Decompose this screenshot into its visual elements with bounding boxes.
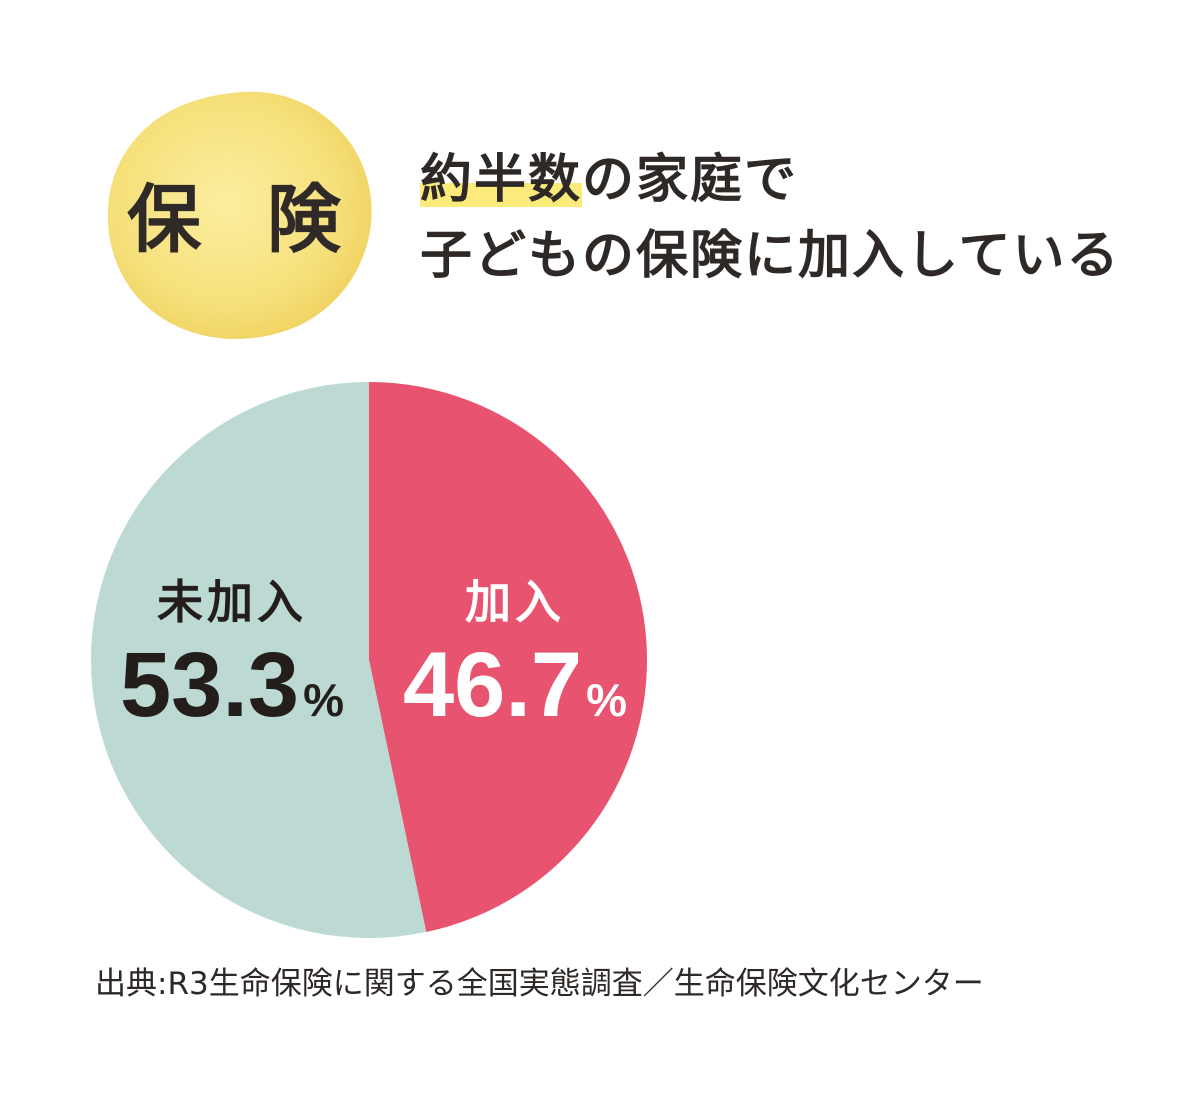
- slice-value-0: 46.7%: [403, 634, 627, 736]
- badge-blob-shape: [107, 91, 372, 339]
- badge-label: 保 険: [127, 176, 361, 263]
- headline-line-1-rest: の家庭で: [582, 150, 799, 210]
- headline: 約半数の家庭で 子どもの保険に加入している: [420, 142, 1120, 294]
- headline-line-2: 子どもの保険に加入している: [420, 226, 1121, 286]
- pie-slices: [90, 382, 647, 938]
- pie-slice-0: [369, 382, 647, 933]
- slice-value-1: 53.3%: [120, 634, 344, 736]
- source-note: 出典:R3生命保険に関する全国実態調査／生命保険文化センター: [95, 966, 984, 1002]
- slice-label-0: 加入: [465, 575, 565, 629]
- category-badge: 保 険: [92, 78, 382, 348]
- slice-label-1: 未加入: [157, 575, 307, 629]
- pie-slice-1: [90, 382, 427, 938]
- headline-line-1: 約半数の家庭で: [420, 142, 1120, 218]
- headline-highlight: 約半数: [420, 150, 583, 210]
